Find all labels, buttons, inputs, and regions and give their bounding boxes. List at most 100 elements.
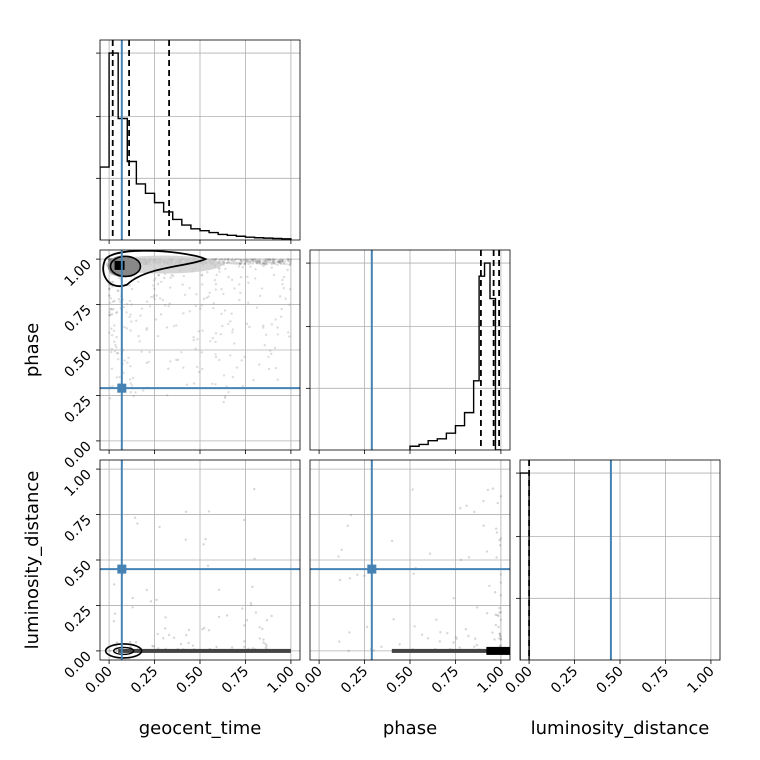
sample-point (231, 328, 235, 331)
sample-point (154, 318, 158, 321)
sample-point (224, 267, 227, 271)
sample-point (284, 297, 287, 300)
sample-point (128, 284, 131, 287)
sample-point (288, 335, 291, 338)
sample-point (247, 301, 250, 304)
sample-point (256, 260, 259, 263)
sample-point (278, 260, 281, 263)
sample-point (204, 537, 207, 541)
sample-point (225, 261, 228, 265)
sample-point (268, 259, 272, 262)
sample-point (153, 297, 157, 301)
sample-point (226, 258, 229, 261)
sample-point (220, 257, 223, 261)
sample-point (267, 260, 270, 264)
sample-point (420, 633, 424, 636)
hist-panel-luminosity_distance (516, 459, 721, 661)
sample-point (238, 298, 241, 302)
sample-point (211, 336, 215, 340)
sample-point (231, 331, 234, 334)
y-tick-label: 0.50 (61, 348, 94, 381)
sample-point (261, 261, 264, 265)
sample-point (253, 557, 256, 561)
sample-point (184, 538, 188, 541)
sample-point (157, 274, 161, 277)
sample-point (148, 305, 152, 308)
sample-point (363, 574, 366, 578)
sample-point (122, 371, 125, 375)
sample-point (240, 359, 243, 362)
sample-point (130, 287, 134, 291)
sample-point (108, 313, 111, 317)
sample-point (338, 640, 341, 643)
sample-point (107, 258, 111, 261)
sample-point (279, 262, 283, 265)
sample-point (282, 275, 286, 279)
hist-bar (446, 433, 455, 450)
sample-point (201, 628, 204, 631)
sample-point (287, 258, 290, 261)
sample-point (150, 295, 153, 299)
hist-bar (182, 225, 191, 240)
sample-point (256, 259, 260, 262)
sample-point (236, 257, 239, 261)
sample-point (217, 615, 221, 619)
sample-point (249, 601, 252, 605)
sample-point (112, 308, 115, 311)
sample-point (171, 274, 175, 278)
sample-point (251, 258, 255, 262)
contour-outer (102, 250, 208, 288)
sample-point (467, 556, 471, 559)
sample-point (499, 638, 503, 641)
y-tick-label: 0.25 (61, 603, 94, 636)
sample-point (181, 283, 184, 286)
sample-point (256, 261, 259, 265)
sample-point (158, 525, 161, 529)
sample-point (246, 260, 250, 263)
sample-point (187, 641, 190, 645)
sample-point (117, 276, 121, 280)
sample-point (496, 613, 499, 617)
sample-point (347, 649, 350, 653)
sample-point (166, 394, 169, 397)
sample-point (264, 259, 267, 262)
sample-point (249, 257, 252, 261)
hist-bar (474, 381, 479, 450)
sample-point (274, 318, 277, 321)
sample-point (263, 259, 267, 263)
sample-point (252, 260, 255, 264)
sample-point (258, 294, 262, 298)
sample-point (215, 645, 218, 649)
sample-point (194, 347, 197, 351)
hist-bar (155, 203, 164, 240)
sample-point (200, 351, 204, 354)
sample-point (493, 638, 496, 641)
sample-point (156, 632, 159, 636)
sample-point (499, 594, 503, 597)
sample-point (366, 625, 369, 629)
y-label-phase: phase (22, 323, 43, 377)
sample-point (188, 286, 191, 290)
sample-point (107, 294, 111, 297)
sample-point (458, 506, 462, 510)
sample-point (282, 262, 286, 265)
sample-point (265, 618, 269, 622)
sample-point (122, 305, 126, 309)
sample-point (222, 263, 225, 266)
sample-point (185, 383, 189, 386)
sample-point (499, 495, 503, 498)
sample-point (258, 363, 261, 366)
sample-point (182, 366, 185, 369)
sample-point (215, 273, 218, 277)
sample-point (267, 355, 270, 359)
sample-point (289, 258, 292, 261)
x-tick-label: 0.75 (429, 664, 462, 697)
sample-point (265, 262, 268, 266)
sample-point (279, 262, 282, 265)
sample-point (108, 257, 111, 261)
sample-point (185, 633, 188, 637)
sample-point (271, 259, 275, 263)
sample-point (240, 259, 243, 262)
sample-point (214, 353, 217, 356)
sample-point (270, 266, 273, 269)
